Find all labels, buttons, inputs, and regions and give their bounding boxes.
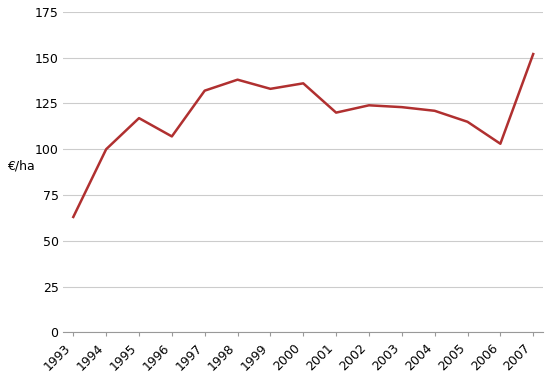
Y-axis label: €/ha: €/ha [7,159,35,172]
